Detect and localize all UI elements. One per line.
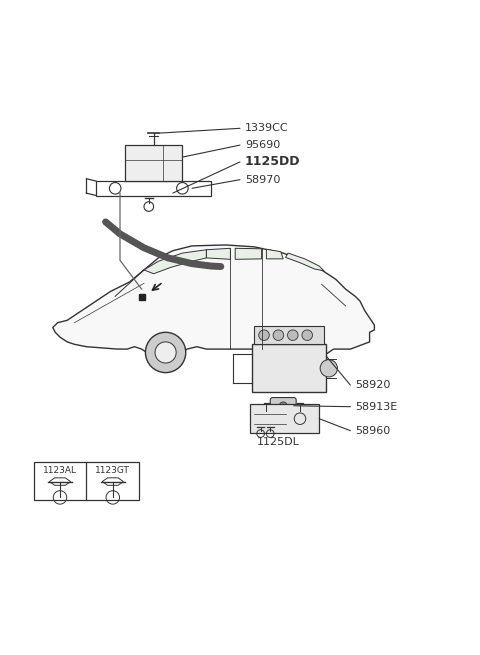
Text: 1123GT: 1123GT	[96, 466, 130, 475]
Polygon shape	[235, 248, 262, 259]
Text: 58920: 58920	[355, 380, 391, 390]
FancyBboxPatch shape	[125, 145, 182, 181]
Circle shape	[288, 330, 298, 341]
Bar	[34, 462, 139, 500]
Text: 58970: 58970	[245, 175, 280, 185]
FancyBboxPatch shape	[250, 404, 319, 433]
Circle shape	[294, 342, 315, 363]
Polygon shape	[53, 245, 374, 359]
Circle shape	[279, 402, 287, 409]
Text: 95690: 95690	[245, 140, 280, 150]
Polygon shape	[286, 253, 324, 271]
Text: 58913E: 58913E	[355, 402, 397, 412]
Circle shape	[273, 330, 284, 341]
Polygon shape	[144, 250, 206, 274]
FancyBboxPatch shape	[252, 345, 326, 392]
Text: 58960: 58960	[355, 426, 390, 436]
Circle shape	[302, 330, 312, 341]
Circle shape	[285, 332, 325, 373]
Circle shape	[259, 330, 269, 341]
Circle shape	[155, 342, 176, 363]
Circle shape	[320, 360, 337, 377]
Circle shape	[145, 332, 186, 373]
Text: 1125DD: 1125DD	[245, 155, 300, 168]
Text: 1123AL: 1123AL	[43, 466, 77, 475]
FancyBboxPatch shape	[270, 398, 296, 414]
FancyBboxPatch shape	[254, 326, 324, 345]
Polygon shape	[266, 250, 283, 259]
Text: 1125DL: 1125DL	[257, 437, 300, 447]
Polygon shape	[206, 248, 230, 259]
Text: 1339CC: 1339CC	[245, 123, 288, 134]
